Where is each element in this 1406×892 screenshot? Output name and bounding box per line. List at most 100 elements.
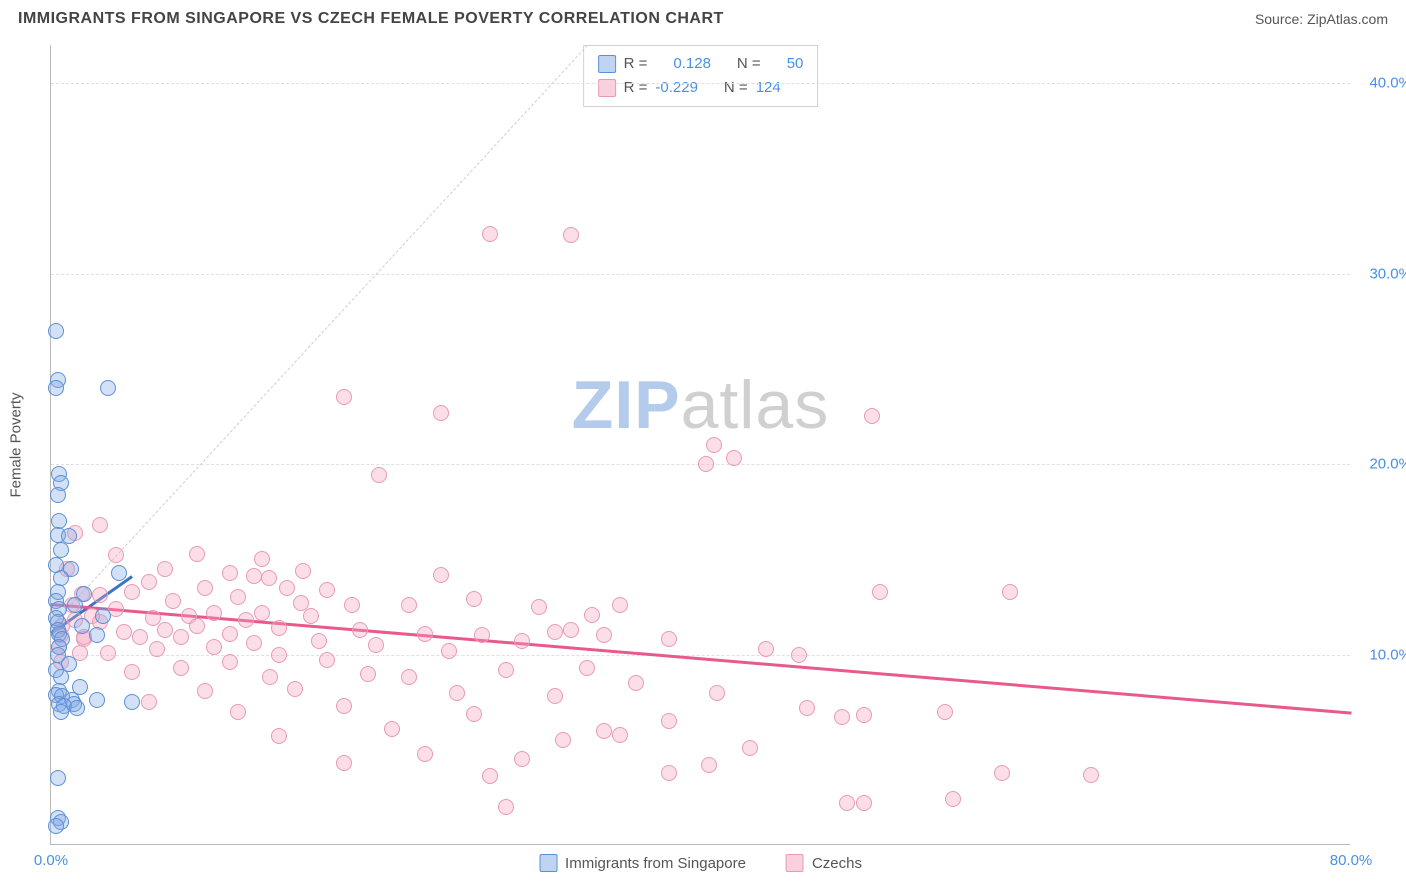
gridline-h (51, 274, 1350, 275)
data-point-blue (89, 627, 105, 643)
data-point-pink (726, 450, 742, 466)
watermark: ZIPatlas (572, 366, 829, 444)
data-point-pink (124, 584, 140, 600)
gridline-h (51, 83, 1350, 84)
data-point-pink (157, 622, 173, 638)
data-point-pink (92, 517, 108, 533)
data-point-blue (89, 692, 105, 708)
data-point-blue (50, 770, 66, 786)
n-label: N = (724, 76, 748, 100)
data-point-pink (336, 389, 352, 405)
swatch-pink (786, 854, 804, 872)
n-label: N = (737, 52, 761, 76)
r-value-blue: 0.128 (673, 52, 711, 76)
data-point-pink (384, 721, 400, 737)
data-point-pink (230, 704, 246, 720)
swatch-blue (539, 854, 557, 872)
data-point-pink (287, 681, 303, 697)
n-value-blue: 50 (787, 52, 804, 76)
data-point-pink (856, 707, 872, 723)
data-point-pink (132, 629, 148, 645)
data-point-pink (584, 607, 600, 623)
data-point-pink (344, 597, 360, 613)
data-point-pink (165, 593, 181, 609)
data-point-pink (555, 732, 571, 748)
data-point-pink (856, 795, 872, 811)
data-point-pink (271, 647, 287, 663)
x-tick-label: 80.0% (1330, 852, 1373, 869)
data-point-pink (222, 565, 238, 581)
y-tick-label: 30.0% (1357, 265, 1406, 282)
data-point-pink (474, 627, 490, 643)
legend-row-singapore: R = 0.128 N = 50 (598, 52, 804, 76)
data-point-pink (149, 641, 165, 657)
data-point-pink (628, 675, 644, 691)
source-name: ZipAtlas.com (1307, 11, 1388, 27)
data-point-pink (173, 629, 189, 645)
y-tick-label: 40.0% (1357, 75, 1406, 92)
data-point-blue (48, 818, 64, 834)
header: IMMIGRANTS FROM SINGAPORE VS CZECH FEMAL… (0, 0, 1406, 34)
n-value-pink: 124 (756, 76, 781, 100)
watermark-zip: ZIP (572, 367, 681, 443)
data-point-pink (360, 666, 376, 682)
data-point-blue (100, 380, 116, 396)
data-point-pink (303, 608, 319, 624)
data-point-blue (67, 597, 83, 613)
swatch-pink (598, 79, 616, 97)
data-point-blue (69, 700, 85, 716)
data-point-pink (433, 567, 449, 583)
data-point-pink (254, 551, 270, 567)
legend-item-singapore: Immigrants from Singapore (539, 854, 746, 872)
data-point-pink (864, 408, 880, 424)
y-axis-label: Female Poverty (8, 392, 25, 497)
data-point-pink (189, 546, 205, 562)
r-label: R = (624, 76, 648, 100)
data-point-pink (336, 755, 352, 771)
r-label: R = (624, 52, 648, 76)
data-point-pink (230, 589, 246, 605)
data-point-pink (262, 669, 278, 685)
data-point-pink (709, 685, 725, 701)
correlation-legend: R = 0.128 N = 50 R = -0.229 N = 124 (583, 45, 819, 107)
data-point-pink (108, 547, 124, 563)
data-point-blue (53, 704, 69, 720)
data-point-pink (498, 799, 514, 815)
chart-container: ZIPatlas R = 0.128 N = 50 R = -0.229 N =… (50, 45, 1390, 845)
data-point-pink (579, 660, 595, 676)
data-point-pink (319, 652, 335, 668)
data-point-pink (799, 700, 815, 716)
legend-item-czech: Czechs (786, 854, 862, 872)
data-point-pink (945, 791, 961, 807)
data-point-pink (352, 622, 368, 638)
data-point-pink (758, 641, 774, 657)
data-point-pink (246, 635, 262, 651)
data-point-pink (791, 647, 807, 663)
data-point-blue (124, 694, 140, 710)
legend-label-czech: Czechs (812, 855, 862, 872)
data-point-pink (596, 723, 612, 739)
data-point-pink (433, 405, 449, 421)
data-point-pink (514, 751, 530, 767)
gridline-h (51, 655, 1350, 656)
data-point-pink (238, 612, 254, 628)
data-point-pink (1002, 584, 1018, 600)
legend-row-czech: R = -0.229 N = 124 (598, 76, 804, 100)
data-point-pink (547, 624, 563, 640)
data-point-pink (141, 574, 157, 590)
data-point-pink (319, 582, 335, 598)
data-point-blue (74, 618, 90, 634)
data-point-blue (95, 608, 111, 624)
data-point-blue (53, 542, 69, 558)
data-point-pink (401, 669, 417, 685)
data-point-blue (48, 380, 64, 396)
r-value-pink: -0.229 (655, 76, 698, 100)
data-point-pink (271, 728, 287, 744)
source-label: Source: (1255, 11, 1303, 27)
data-point-pink (368, 637, 384, 653)
data-point-blue (111, 565, 127, 581)
data-point-pink (1083, 767, 1099, 783)
data-point-pink (417, 626, 433, 642)
data-point-blue (50, 487, 66, 503)
swatch-blue (598, 55, 616, 73)
